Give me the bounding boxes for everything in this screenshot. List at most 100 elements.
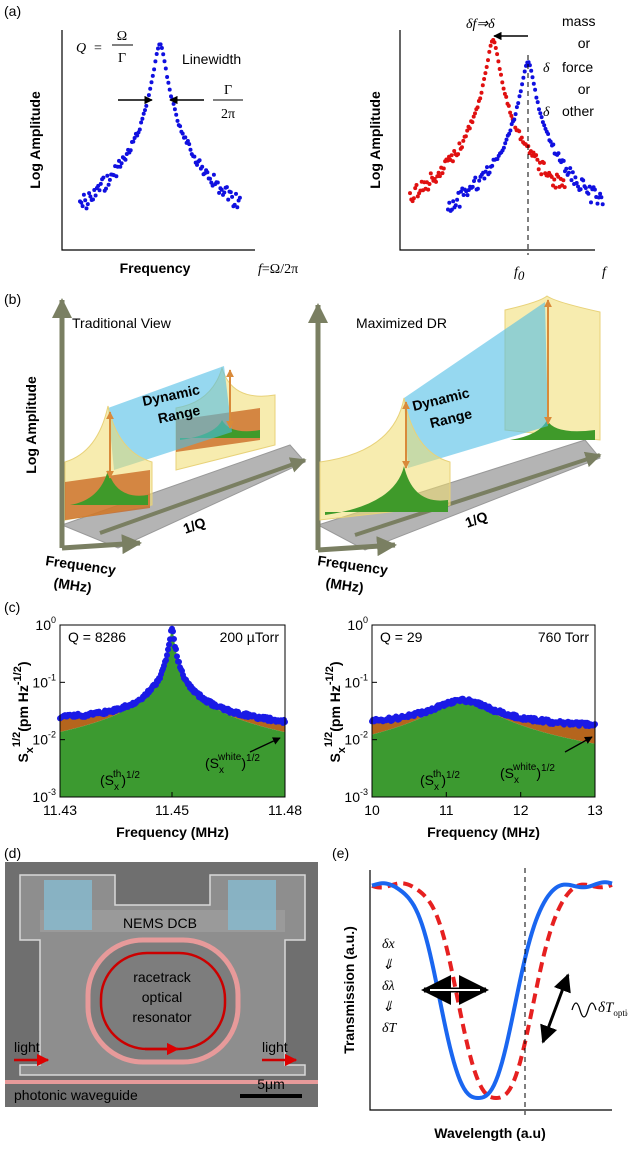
noise-label-part: (S <box>205 755 219 771</box>
y-tick-label: 10-1 <box>344 672 368 690</box>
y-tick-label: 10-1 <box>32 672 56 690</box>
y-tick-label: 10-2 <box>32 730 56 748</box>
width-numerator: Γ <box>224 83 232 98</box>
signal-wave <box>571 1002 597 1018</box>
noise-label-part: white <box>512 762 537 773</box>
f-definition-part: =Ω/2π <box>262 262 298 277</box>
q-equals: = <box>94 41 102 56</box>
noise-label-part: ) <box>536 765 541 781</box>
y-tick-label-part: 10 <box>35 617 51 633</box>
y-axis-label-part: -1/2 <box>324 666 336 685</box>
y-axis-label: Transmission (a.u.) <box>341 926 357 1054</box>
thermal-noise-area <box>60 627 285 797</box>
frequency-label: (MHz) <box>53 574 93 595</box>
scale-label: 5μm <box>257 1076 285 1092</box>
f0-label-part: f <box>514 265 520 280</box>
x-axis-label: Wavelength (a.u) <box>434 1125 546 1141</box>
q-axis-label: 1/Q <box>181 514 208 537</box>
dcb-label: NEMS DCB <box>123 915 197 931</box>
x-axis-label: Frequency (MHz) <box>427 824 540 840</box>
noise-label-part: (S <box>500 765 514 781</box>
or: or <box>578 81 591 97</box>
label-arrow <box>249 737 281 753</box>
chain-step: ⇓ <box>382 1000 394 1015</box>
noise-label-part: ) <box>441 772 446 788</box>
waveguide-label: photonic waveguide <box>14 1087 138 1103</box>
y-tick-label: 100 <box>35 615 56 633</box>
axis-arrow <box>317 536 397 557</box>
y-tick-label: 10-3 <box>32 787 56 805</box>
noise-label-part: 1/2 <box>126 770 140 781</box>
noise-label-part: th <box>113 769 121 780</box>
x-axis-label: Frequency <box>120 260 191 276</box>
mass: mass <box>562 13 595 29</box>
contact-pad <box>228 880 276 930</box>
q-symbol: Q <box>76 41 86 56</box>
noise-label-part: ) <box>121 772 126 788</box>
transmission-curve <box>371 881 613 1101</box>
y-axis-label-part: 1/2 <box>11 732 23 747</box>
noise-label-part: x <box>514 775 519 786</box>
axis-arrow <box>354 451 602 537</box>
y-tick-label-part: -3 <box>48 787 56 797</box>
y-tick-label-part: -1 <box>48 672 56 682</box>
axes <box>399 30 595 251</box>
resonator-label: optical <box>142 989 182 1005</box>
width-denominator: 2π <box>221 107 235 122</box>
shift-text: δf⇒δ <box>466 17 495 32</box>
noise-label-part: x <box>114 782 119 793</box>
pressure: 760 Torr <box>538 629 589 645</box>
y-tick-label-part: 10 <box>347 617 363 633</box>
panel-label: (c) <box>4 599 20 615</box>
y-tick-label-part: 10 <box>32 732 48 748</box>
panel-label: (b) <box>4 291 21 307</box>
peak <box>70 470 148 505</box>
frequency-label: (MHz) <box>325 574 365 595</box>
resonator-label: resonator <box>132 1009 191 1025</box>
y-axis-label-part: (pm Hz <box>327 685 343 732</box>
noise-label: (Sx th)1/2 <box>420 769 460 793</box>
panel-label: (a) <box>4 3 21 19</box>
noise-label: (Sx th)1/2 <box>100 769 140 793</box>
label-arrow <box>564 736 593 753</box>
x-tick-label: 11 <box>439 802 454 818</box>
axes <box>369 870 612 1111</box>
peak <box>325 466 448 515</box>
chain-step: δλ <box>382 979 395 994</box>
light-label: light <box>14 1039 40 1055</box>
f-definition-part: f <box>258 262 264 277</box>
peak <box>510 420 595 440</box>
y-tick-label-part: 10 <box>344 789 360 805</box>
force: force <box>562 59 593 75</box>
f-definition: f=Ω/2π <box>258 262 298 277</box>
x-tick-label: 11.45 <box>155 802 189 818</box>
y-tick-label-part: 10 <box>344 732 360 748</box>
y-axis-label-part: S <box>15 753 31 762</box>
signal-label-part: optical <box>613 1008 628 1018</box>
q-denominator: Γ <box>118 51 126 66</box>
x-axis-label: Frequency (MHz) <box>116 824 229 840</box>
x-tick-label: 13 <box>587 802 603 818</box>
linewidth-label: Linewidth <box>182 51 241 67</box>
resonator-label: racetrack <box>133 969 192 985</box>
x-tick-label: 11.43 <box>43 802 77 818</box>
y-axis-label: Log Amplitude <box>367 91 383 189</box>
y-axis-label-part: 1/2 <box>323 732 335 747</box>
signal-arrow <box>540 973 571 1044</box>
y-tick-label-part: -2 <box>360 730 368 740</box>
axis-arrow <box>99 457 307 535</box>
y-tick-label: 10-3 <box>344 787 368 805</box>
y-tick-label: 10-2 <box>344 730 368 748</box>
noise-label-part: 1/2 <box>446 770 460 781</box>
resonance-trace <box>446 60 605 213</box>
q-text: Q = 29 <box>380 629 423 645</box>
y-tick-label-part: 10 <box>32 674 48 690</box>
y-axis-label-part: S <box>327 753 343 762</box>
axis-arrow <box>61 534 142 555</box>
q-numerator: Ω <box>117 29 127 44</box>
light-label: light <box>262 1039 288 1055</box>
noise-label: (Sx white)1/2 <box>500 762 555 786</box>
chain-step: δT <box>382 1021 398 1036</box>
contact-pad <box>44 880 92 930</box>
